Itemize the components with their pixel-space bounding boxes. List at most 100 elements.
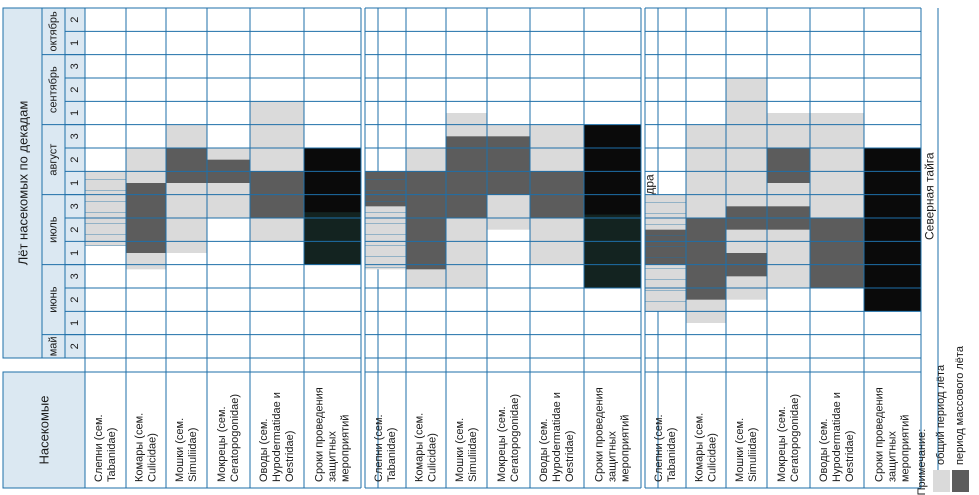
row-label-line: Simuliidae) [187,428,199,482]
month-label: июль [48,216,60,243]
row-label-line: Simuliidae) [747,428,759,482]
bar-protect-alt [584,214,641,288]
bar-protect-alt [304,212,361,265]
row-label-line: Мокрецы (сем. [496,406,508,482]
row-label-line: Сроки проведения [594,387,606,482]
row-label-line: Oestridae) [284,431,296,482]
row-label: Мошки (сем.Simuliidae) [734,418,759,482]
row-label-line: Мокрецы (сем. [776,406,788,482]
bar-mass [487,136,530,195]
row-label: Комары (сем.Culicidae) [134,413,159,482]
row-label-line: защитных [607,431,619,482]
row-label: Сроки проведениязащитныхмероприятий [594,387,632,482]
decade-label: 3 [69,203,81,209]
decade-label: 1 [69,250,81,256]
bar-mass [767,147,810,183]
row-label-line: Оводы (сем. [818,419,830,482]
row-label-line: мероприятий [340,415,352,482]
insects-header [2,371,86,489]
row-label-line: Оводы (сем. [258,419,270,482]
row-label-line: Слепни (сем. [93,414,105,482]
row-label: Оводы (сем.Hypodermatidae иOestridae) [538,392,576,482]
row-label: Комары (сем.Culicidae) [694,413,719,482]
bar-general [767,112,810,288]
row-label-line: Tabanidae) [106,428,118,482]
row-label-line: Ceratopogonidae) [229,394,241,482]
decade-label: 3 [69,273,81,279]
row-label-line: Simuliidae) [467,428,479,482]
month-label: сентябрь [48,66,60,113]
decade-label: 1 [69,110,81,116]
decade-label: 2 [69,157,81,163]
row-label: Мокрецы (сем.Ceratopogonidae) [776,394,801,482]
row-label: Мокрецы (сем.Ceratopogonidae) [496,394,521,482]
month-label: август [48,144,60,176]
decade-label: 2 [69,87,81,93]
row-label: Оводы (сем.Hypodermatidae иOestridae) [818,392,856,482]
row-label-line: Мошки (сем. [734,418,746,482]
row-label: Мокрецы (сем.Ceratopogonidae) [216,394,241,482]
row-label-line: Tabanidae) [386,428,398,482]
decade-label: 1 [69,180,81,186]
row-label: Мошки (сем.Simuliidae) [454,418,479,482]
row-label: Слепни (сем.Tabanidae) [373,414,398,482]
decade-label: 3 [69,63,81,69]
decade-label: 1 [69,40,81,46]
row-label-line: Мокрецы (сем. [216,406,228,482]
row-label-line: Oestridae) [844,431,856,482]
decade-label: 2 [69,17,81,23]
legend-general-label: общий период лёта [935,364,947,465]
row-label-line: Ceratopogonidae) [509,394,521,482]
row-label: Оводы (сем.Hypodermatidae иOestridae) [258,392,296,482]
row-label: Слепни (сем.Tabanidae) [93,414,118,482]
row-label-line: защитных [887,431,899,482]
insects-header-label: Насекомые [37,396,52,465]
row-label-line: Culicidae) [427,433,439,482]
bar-general [85,171,126,246]
decade-header [2,7,86,359]
row-label-line: мероприятий [620,415,632,482]
row-label-line: защитных [327,431,339,482]
row-label-line: Слепни (сем. [653,414,665,482]
row-label-line: Hypodermatidae и [271,392,283,482]
zone-label: Северная тайга [923,152,937,240]
bar-mass [365,171,406,207]
row-label-line: Hypodermatidae и [551,392,563,482]
row-label: Сроки проведениязащитныхмероприятий [874,387,912,482]
row-label-line: Мошки (сем. [454,418,466,482]
legend-title: Примечание: [916,429,928,495]
bar-general [166,124,207,253]
bar-mass [446,136,487,218]
row-label-line: Мошки (сем. [174,418,186,482]
row-label-line: Culicidae) [147,433,159,482]
month-label: июнь [48,286,60,312]
bar-mass [166,147,207,183]
legend-mass-label: период массового лёта [954,345,966,465]
bar-mass [810,217,864,288]
decade-label: 3 [69,133,81,139]
decade-label: 1 [69,320,81,326]
header-title: Лёт насекомых по декадам [16,101,31,266]
decade-label: 2 [69,297,81,303]
month-label: май [48,336,60,356]
row-label-line: Слепни (сем. [373,414,385,482]
row-label-line: Ceratopogonidae) [789,394,801,482]
row-label-line: Комары (сем. [414,413,426,482]
row-label-line: Oestridae) [564,431,576,482]
legend-swatch-mass [952,470,969,492]
row-label-line: Culicidae) [707,433,719,482]
bar-mass [686,217,726,300]
row-label-line: Tabanidae) [666,428,678,482]
row-label-line: Сроки проведения [874,387,886,482]
row-label: Мошки (сем.Simuliidae) [174,418,199,482]
row-label-line: Оводы (сем. [538,419,550,482]
row-label-line: Сроки проведения [314,387,326,482]
bar-mass [406,171,446,270]
row-label: Комары (сем.Culicidae) [414,413,439,482]
row-label-line: мероприятий [900,415,912,482]
decade-label: 2 [69,343,81,349]
row-label-line: Hypodermatidae и [831,392,843,482]
row-label-line: Комары (сем. [134,413,146,482]
row-label-line: Комары (сем. [694,413,706,482]
row-label: Слепни (сем.Tabanidae) [653,414,678,482]
